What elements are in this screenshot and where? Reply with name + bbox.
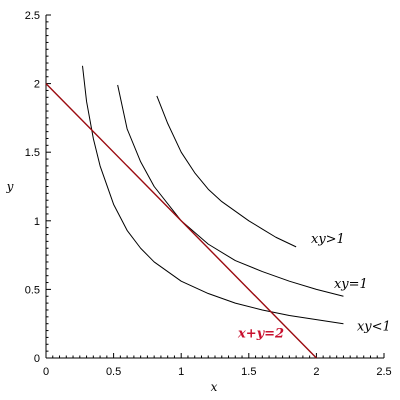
x-tick-label: 0 <box>43 366 49 378</box>
curve-label: xy=1 <box>334 277 368 292</box>
x-tick-label: 1.5 <box>241 366 256 378</box>
y-axis-label: y <box>6 180 14 194</box>
series-line-xy-1 <box>82 65 344 325</box>
series-line-x-y-2 <box>45 83 317 359</box>
x-tick-label: 2.5 <box>376 366 391 378</box>
x-tick-label: 2 <box>313 366 319 378</box>
labels-group: xy>1 xy=1 xy<1 x+y=2 <box>237 232 391 342</box>
series-group <box>45 65 344 359</box>
y-tick-label: 2 <box>34 79 40 91</box>
y-tick-label: 0.5 <box>25 284 40 296</box>
x-tick-label: 1 <box>178 366 184 378</box>
series-line-xy-1 <box>117 84 344 297</box>
y-tick-label: 2.5 <box>25 10 40 22</box>
y-tick-label: 1.5 <box>25 147 40 159</box>
y-tick-label: 1 <box>34 216 40 228</box>
curve-label: x+y=2 <box>237 326 284 341</box>
x-tick-label: 0.5 <box>106 366 121 378</box>
x-axis-label: x <box>211 380 218 394</box>
y-tick-label: 0 <box>34 353 40 365</box>
curve-label: xy>1 <box>311 232 345 247</box>
axes: 0 0.5 1 1.5 2 2.5 0 0.5 1 1.5 2 2.5 x y <box>6 10 392 394</box>
series-line-xy-1 <box>156 95 297 248</box>
curve-label: xy<1 <box>357 320 391 335</box>
